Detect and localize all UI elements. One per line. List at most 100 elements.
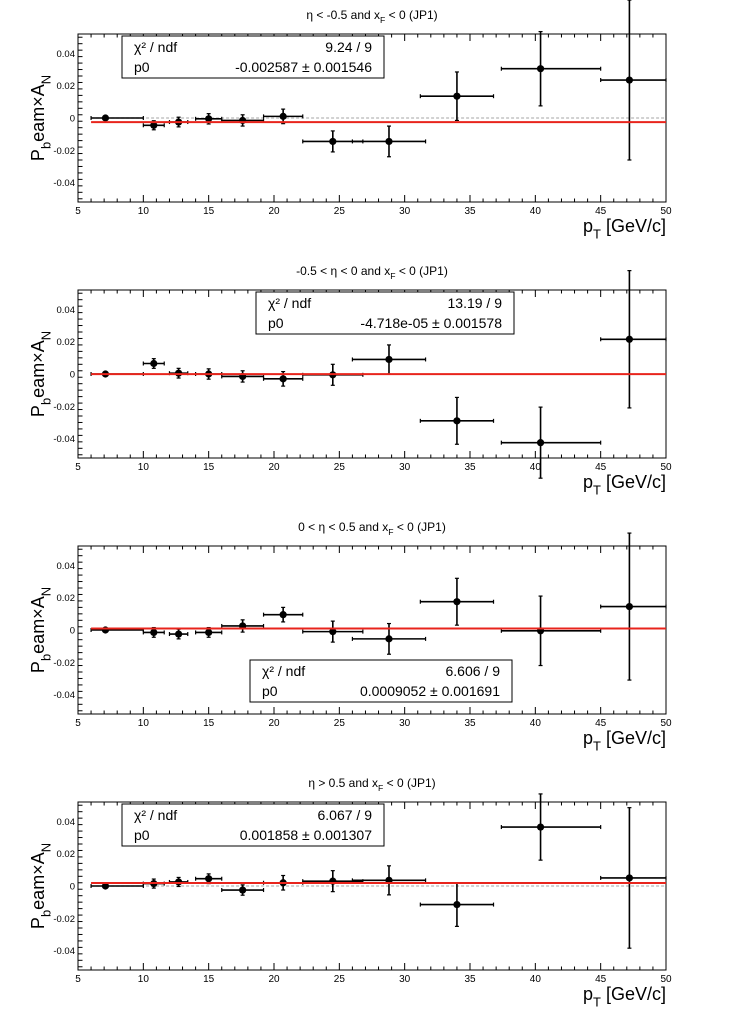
x-tick-label: 50 [660, 974, 672, 985]
chart-title: η < -0.5 and xF < 0 (JP1) [306, 8, 437, 25]
data-point [221, 619, 265, 633]
data-point [221, 370, 265, 383]
point-marker [625, 76, 634, 84]
y-tick-label: -0.02 [53, 402, 75, 413]
point-marker [101, 114, 110, 122]
point-marker [205, 628, 213, 637]
chi2-label: χ² / ndf [134, 807, 177, 823]
p0-value: -4.718e-05 ± 0.001578 [360, 315, 502, 331]
data-point [419, 882, 495, 927]
y-tick-label: -0.02 [53, 146, 75, 157]
y-tick-label: 0.02 [57, 81, 76, 92]
x-tick-label: 35 [464, 718, 476, 729]
chi2-value: 6.606 / 9 [446, 663, 501, 679]
p0-value: 0.0009052 ± 0.001691 [360, 683, 500, 699]
point-marker [385, 355, 393, 364]
data-point [90, 114, 144, 122]
y-tick-label: 0.02 [57, 337, 76, 348]
point-marker [101, 882, 110, 890]
point-marker [150, 359, 158, 368]
plot-frame [77, 545, 667, 715]
point-marker [329, 628, 337, 636]
p0-label: p0 [134, 827, 150, 843]
x-tick-label: 45 [595, 718, 607, 729]
y-tick-label: -0.02 [53, 914, 75, 925]
x-tick-label: 10 [138, 974, 150, 985]
y-axis-label: Pbeam×AN [28, 843, 53, 929]
x-tick-label: 30 [399, 974, 411, 985]
point-marker [536, 439, 545, 447]
point-marker [279, 375, 287, 383]
fit-stats-box: χ² / ndf 9.24 / 9 p0 -0.002587 ± 0.001546 [121, 35, 385, 79]
chart-panel-1: η < -0.5 and xF < 0 (JP1) 5 10 15 20 25 30 35 40… [28, 0, 672, 241]
y-tick-label: 0.04 [57, 49, 76, 60]
point-marker [175, 630, 183, 638]
stats-box-frame [121, 803, 385, 847]
y-tick-label: 0 [70, 882, 75, 893]
y-tick-label: -0.04 [53, 434, 75, 445]
point-marker [150, 121, 158, 129]
x-tick-label: 50 [660, 718, 672, 729]
y-axis-label: Pbeam×AN [28, 75, 53, 161]
p0-label: p0 [268, 315, 284, 331]
x-tick-label: 30 [399, 206, 411, 217]
point-marker [453, 598, 461, 606]
point-marker [279, 611, 287, 619]
data-point [600, 532, 667, 681]
plot-frame [77, 801, 667, 971]
x-tick-label: 25 [334, 974, 346, 985]
x-tick-label: 20 [268, 462, 280, 473]
point-marker [453, 92, 461, 100]
data-point [168, 628, 189, 640]
x-tick-label: 50 [660, 462, 672, 473]
stats-box-frame [255, 291, 515, 335]
data-point [262, 370, 304, 387]
x-tick-label: 15 [203, 206, 215, 217]
x-tick-label: 40 [530, 462, 542, 473]
data-point [500, 595, 602, 667]
p0-label: p0 [134, 59, 150, 75]
data-point [500, 793, 602, 861]
data-point [302, 870, 364, 893]
data-point [500, 406, 602, 479]
chi2-value: 6.067 / 9 [318, 807, 373, 823]
point-marker [385, 635, 393, 643]
point-marker [625, 602, 634, 611]
x-tick-label: 30 [399, 718, 411, 729]
y-tick-label: 0.02 [57, 593, 76, 604]
stats-box-frame [249, 659, 513, 703]
chart-title: 0 < η < 0.5 and xF < 0 (JP1) [298, 520, 446, 537]
data-point [419, 577, 495, 626]
data-point [351, 865, 427, 896]
x-tick-label: 5 [75, 718, 81, 729]
x-tick-label: 5 [75, 974, 81, 985]
chart-panel-2: -0.5 < η < 0 and xF < 0 (JP1) 5 10 15 20 25 30… [28, 264, 672, 497]
chi2-value: 9.24 / 9 [325, 39, 372, 55]
chi2-label: χ² / ndf [134, 39, 177, 55]
data-point [168, 876, 189, 888]
y-axis-label: Pbeam×AN [28, 587, 53, 673]
point-marker [101, 626, 110, 634]
y-tick-label: 0.04 [57, 817, 76, 828]
y-tick-label: -0.04 [53, 690, 75, 701]
data-point [600, 270, 667, 409]
y-tick-label: 0 [70, 370, 75, 381]
data-point [142, 120, 165, 131]
x-tick-label: 25 [334, 718, 346, 729]
y-tick-label: 0 [70, 626, 75, 637]
data-point [500, 30, 602, 107]
x-tick-label: 15 [203, 718, 215, 729]
y-tick-label: 0 [70, 114, 75, 125]
chi2-value: 13.19 / 9 [448, 295, 503, 311]
y-tick-label: 0.02 [57, 849, 76, 860]
point-marker [279, 112, 287, 120]
point-marker [175, 878, 183, 886]
x-tick-label: 15 [203, 974, 215, 985]
x-tick-label: 20 [268, 206, 280, 217]
data-point [600, 0, 667, 161]
y-tick-label: -0.02 [53, 658, 75, 669]
data-point [302, 620, 364, 643]
x-axis-label: pT [GeV/c] [583, 728, 666, 753]
data-point [90, 882, 144, 890]
